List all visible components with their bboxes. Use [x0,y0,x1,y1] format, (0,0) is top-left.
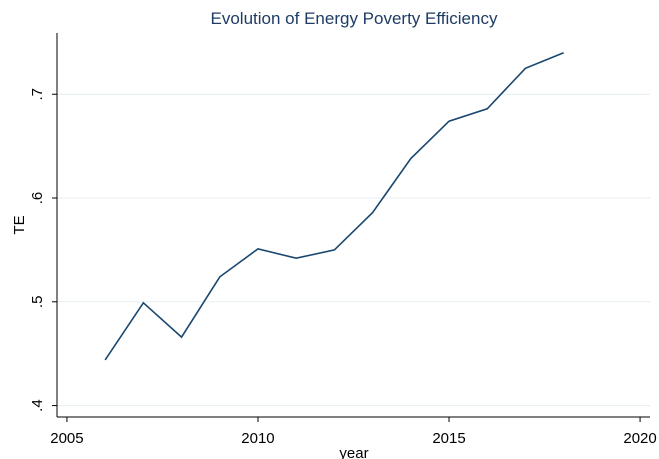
x-tick-label: 2015 [432,430,465,447]
series-line [104,51,564,361]
y-tick-label: .6 [29,192,46,205]
y-tick-label: .7 [29,88,46,101]
y-axis-title: TE [11,215,28,234]
x-tick-label: 2020 [623,430,656,447]
chart-title: Evolution of Energy Poverty Efficiency [211,9,498,28]
x-axis-title: year [339,445,368,459]
x-tick-label: 2005 [50,430,83,447]
y-tick-label: .5 [29,296,46,309]
y-tick-label: .4 [29,399,46,412]
x-tick-label: 2010 [241,430,274,447]
